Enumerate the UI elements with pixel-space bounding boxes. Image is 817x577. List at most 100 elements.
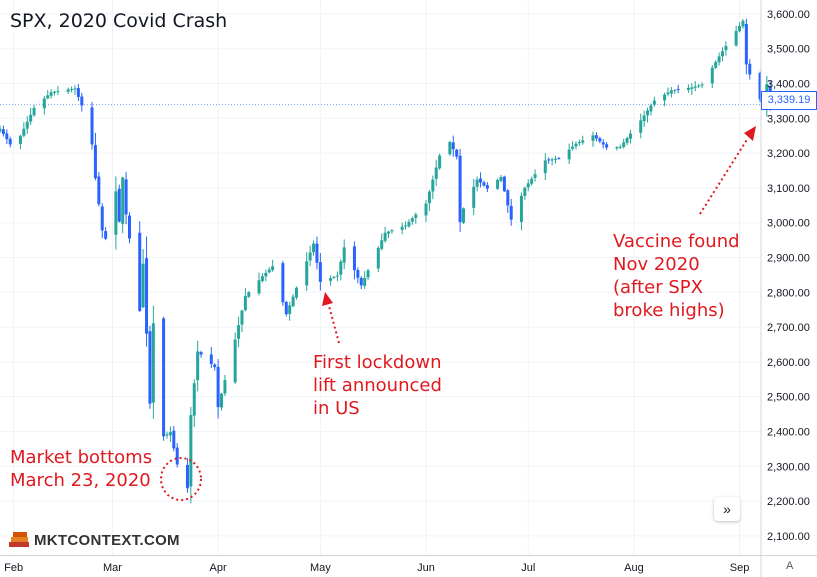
candle	[519, 192, 523, 231]
candle-body	[652, 100, 656, 105]
candle	[175, 443, 179, 468]
candle-body	[615, 147, 619, 149]
candle-body	[758, 73, 762, 100]
candle-body	[189, 415, 193, 487]
candle	[312, 240, 316, 256]
y-tick-label: 3,400.00	[767, 79, 810, 91]
y-tick-label: 3,500.00	[767, 44, 810, 56]
candle	[121, 176, 125, 234]
candle	[598, 136, 602, 144]
candle-body	[686, 87, 690, 91]
candle-body	[479, 178, 483, 183]
candle-body	[305, 261, 309, 286]
candle	[649, 103, 653, 116]
candle	[690, 83, 694, 95]
candle	[56, 86, 60, 96]
candle-body	[724, 45, 728, 51]
candle	[663, 92, 667, 107]
candle-body	[114, 191, 118, 235]
y-tick-label: 2,900.00	[767, 252, 810, 264]
candle	[697, 84, 701, 89]
candle-body	[5, 133, 9, 140]
candle-body	[32, 107, 36, 116]
candle	[407, 219, 411, 228]
candle-body	[676, 88, 680, 90]
candle	[25, 116, 29, 134]
scroll-to-realtime-button[interactable]: »	[714, 497, 740, 521]
candle	[29, 107, 33, 125]
candle-body	[748, 63, 752, 75]
candle	[291, 293, 295, 307]
candle	[148, 325, 152, 409]
candle	[260, 272, 264, 283]
auto-scale-button[interactable]: A	[786, 560, 794, 572]
candle	[366, 268, 370, 281]
candle-body	[690, 87, 694, 89]
candle-body	[0, 128, 2, 132]
candle-body	[80, 96, 84, 106]
vaccine-arrow-head	[744, 126, 756, 141]
candle	[342, 239, 346, 270]
candle	[710, 65, 714, 88]
candle	[499, 174, 503, 183]
candle	[145, 236, 149, 347]
candle	[284, 300, 288, 317]
candle	[717, 52, 721, 66]
candle	[455, 148, 459, 160]
candle	[22, 122, 26, 138]
candle	[646, 107, 650, 123]
candle	[356, 267, 360, 284]
candle	[114, 176, 118, 250]
candle-body	[625, 138, 629, 143]
x-tick-label: Aug	[624, 562, 644, 574]
candle-body	[407, 221, 411, 227]
candle-body	[557, 158, 561, 160]
candle	[192, 379, 196, 428]
candle	[434, 160, 438, 186]
candle-body	[22, 128, 26, 136]
candle-body	[257, 280, 261, 294]
candle	[151, 305, 155, 419]
candle	[264, 269, 268, 282]
candle	[639, 113, 643, 139]
candle-body	[240, 310, 244, 325]
candle-body	[710, 67, 714, 84]
candle	[295, 286, 299, 300]
candle	[220, 392, 224, 411]
double-chevron-right-icon: »	[723, 501, 731, 517]
candle	[8, 136, 12, 148]
candle-body	[734, 30, 738, 46]
candle-body	[509, 205, 513, 220]
candle	[42, 95, 46, 115]
candle-body	[233, 339, 237, 383]
candle-body	[455, 149, 459, 157]
candle-body	[502, 176, 506, 192]
candle	[73, 85, 77, 95]
candle	[281, 260, 285, 306]
candle-body	[547, 159, 551, 161]
candle	[117, 184, 121, 223]
candle	[172, 426, 176, 452]
candle	[233, 332, 237, 385]
x-tick-label: Jul	[521, 562, 535, 574]
candle-body	[574, 143, 578, 147]
candle-body	[451, 142, 455, 150]
candle-body	[526, 183, 530, 188]
candle	[414, 212, 418, 224]
y-tick-label: 3,600.00	[767, 9, 810, 21]
logo-text: MKTCONTEXT.COM	[34, 531, 180, 549]
candle-body	[700, 84, 704, 86]
candle-body	[431, 179, 435, 192]
candle	[438, 153, 442, 170]
candle-body	[271, 266, 275, 271]
candle	[199, 350, 203, 358]
candle-body	[332, 276, 336, 278]
candle	[533, 169, 537, 182]
last-price-label: 3,339.19	[761, 91, 817, 110]
candle	[475, 176, 479, 192]
candle	[400, 222, 404, 235]
candle	[686, 84, 690, 93]
candle	[1, 125, 5, 137]
candle	[543, 153, 547, 181]
candle-body	[458, 155, 462, 222]
